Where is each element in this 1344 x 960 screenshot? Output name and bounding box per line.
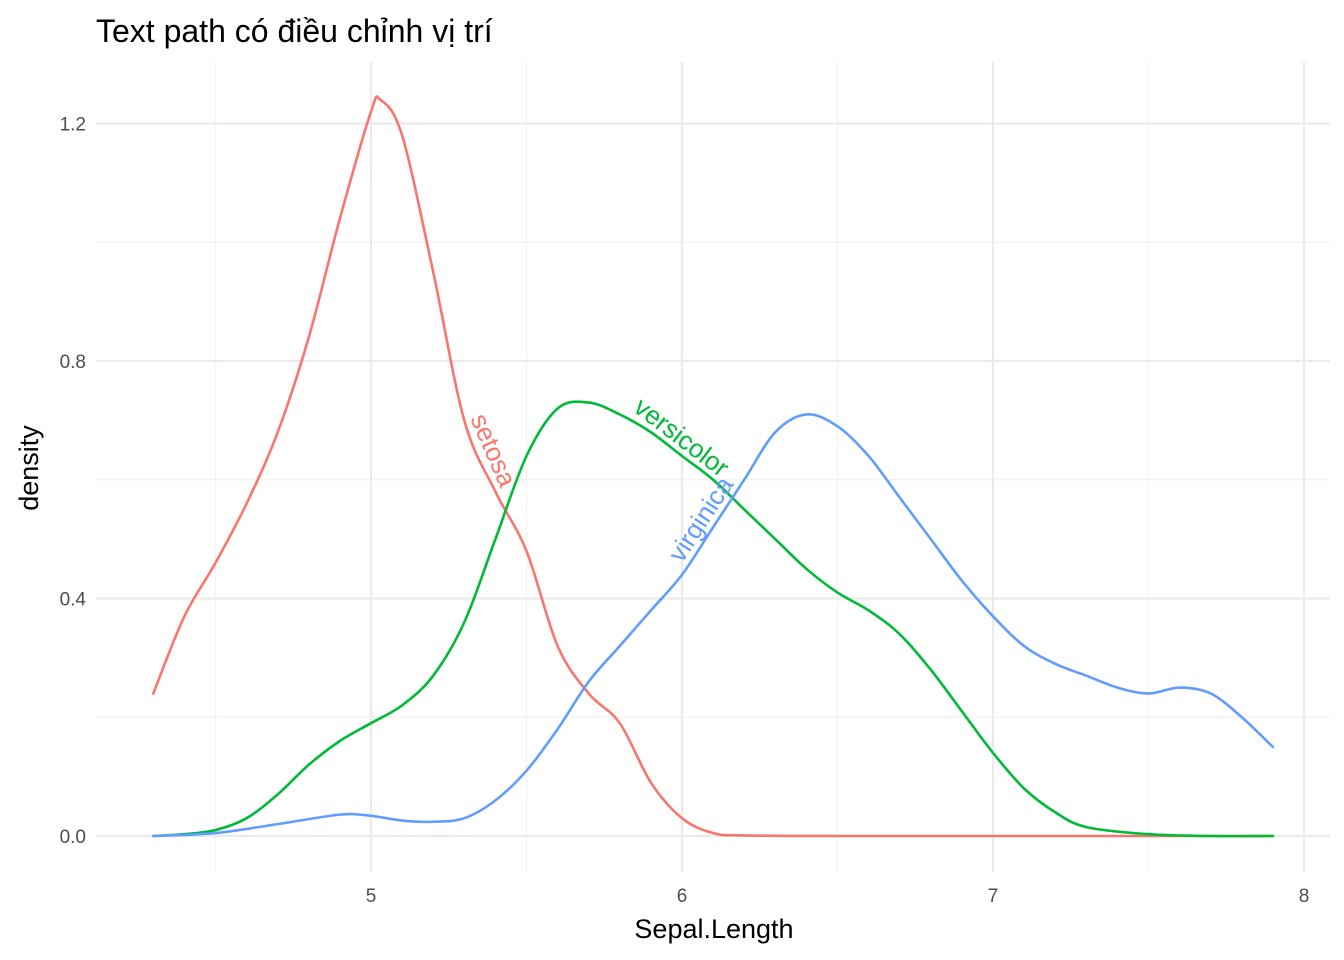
- curve-virginica: [152, 413, 1275, 838]
- curve-setosa: [152, 95, 1275, 838]
- x-tick-label: 8: [1299, 886, 1310, 907]
- x-axis-ticks: 5 6 7 8: [366, 886, 1310, 907]
- y-tick-label: 0.0: [60, 827, 86, 848]
- y-tick-label: 0.4: [60, 590, 87, 611]
- y-tick-label: 1.2: [60, 115, 86, 136]
- y-axis-title: density: [14, 425, 44, 511]
- y-axis-ticks: 0.0 0.4 0.8 1.2: [60, 115, 87, 849]
- curve-versicolor: [152, 400, 1275, 838]
- curve-label-virginica: virginica: [662, 471, 740, 568]
- x-tick-label: 7: [988, 886, 999, 907]
- x-tick-label: 5: [366, 886, 377, 907]
- x-tick-label: 6: [677, 886, 688, 907]
- y-tick-label: 0.8: [60, 352, 86, 373]
- x-axis-title: Sepal.Length: [634, 914, 793, 944]
- chart-title: Text path có điều chỉnh vị trí: [96, 13, 493, 49]
